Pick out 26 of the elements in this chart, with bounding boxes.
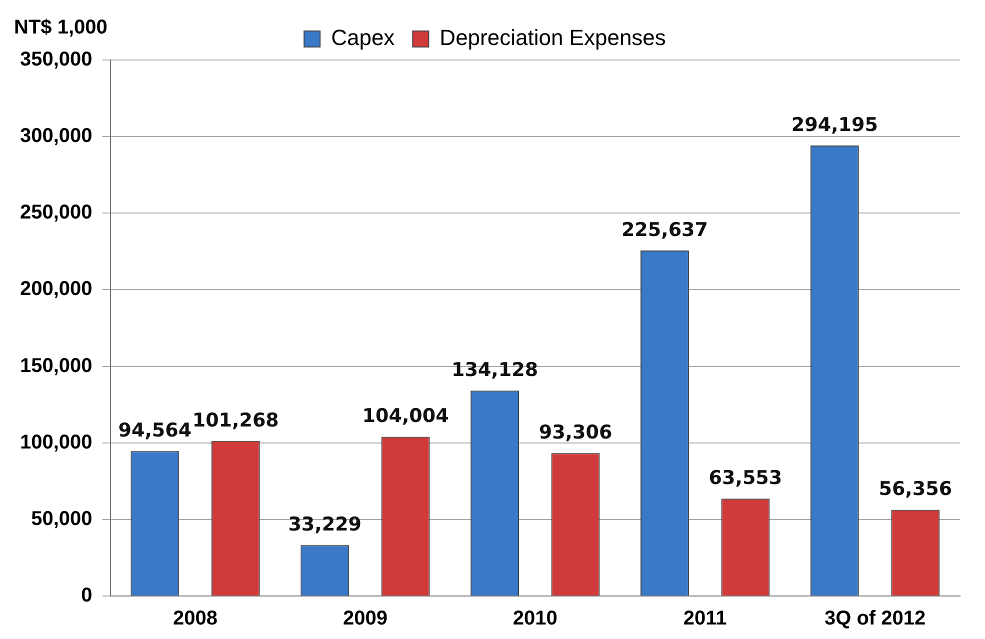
y-tick-label: 150,000 (20, 354, 92, 377)
y-tick-label: 50,000 (31, 508, 92, 530)
legend-label: Capex (331, 25, 395, 50)
legend-label: Depreciation Expenses (440, 25, 666, 50)
data-label: 93,306 (538, 422, 612, 444)
x-tick-label: 2008 (173, 608, 218, 630)
y-tick-label: 250,000 (20, 202, 92, 224)
data-label: 63,553 (708, 467, 782, 490)
x-tick-label: 2010 (512, 608, 558, 630)
data-label: 33,229 (288, 514, 362, 536)
y-tick-label: 0 (81, 584, 92, 607)
data-label: 104,004 (362, 405, 449, 428)
data-label: 134,128 (452, 359, 538, 382)
y-axis-title: NT$ 1,000 (14, 16, 108, 39)
data-label: 294,195 (791, 114, 878, 136)
x-tick-label: 2009 (342, 608, 388, 630)
y-tick-label: 350,000 (20, 48, 92, 71)
x-tick-label: 3Q of 2012 (824, 608, 926, 630)
y-tick-label: 300,000 (20, 125, 92, 148)
data-label: 225,637 (621, 218, 708, 241)
y-tick-label: 200,000 (20, 278, 92, 300)
y-tick-label: 100,000 (20, 431, 92, 454)
x-tick-label: 2011 (683, 608, 727, 630)
data-label: 56,356 (878, 478, 952, 500)
data-label: 94,564 (118, 420, 192, 442)
data-label: 101,268 (192, 409, 279, 432)
